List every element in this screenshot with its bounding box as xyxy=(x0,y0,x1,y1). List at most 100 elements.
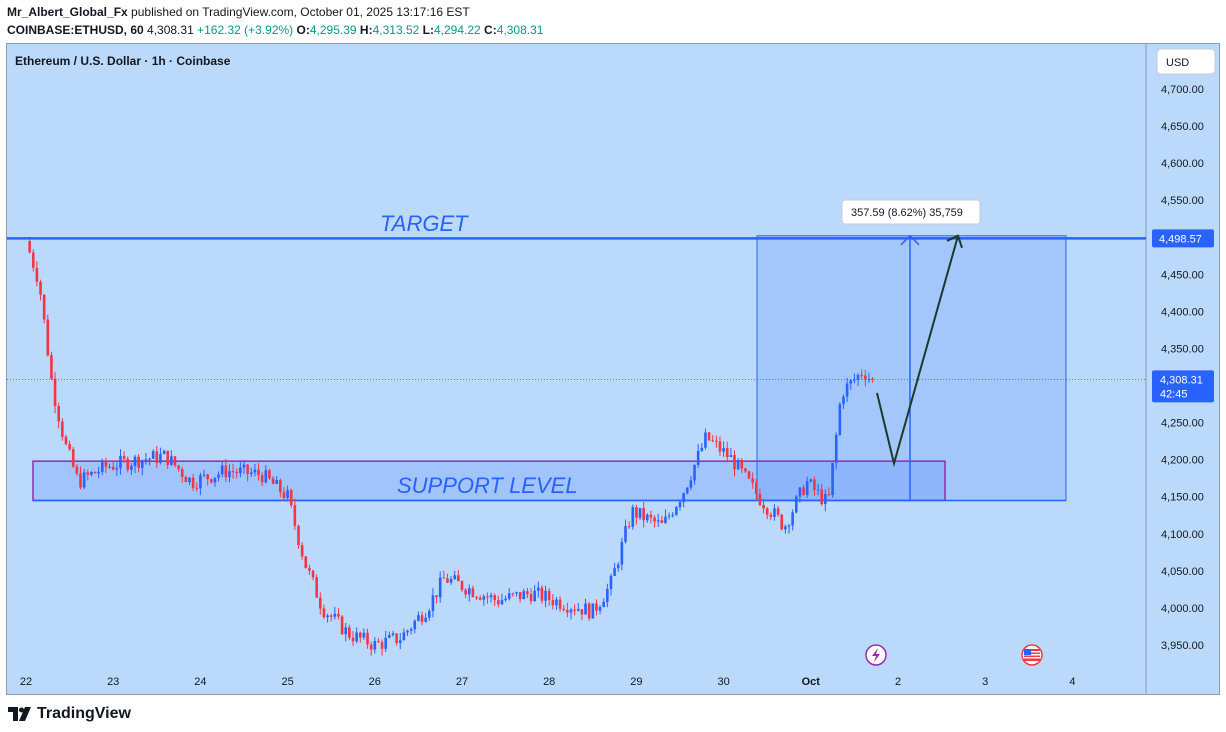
target-label[interactable]: TARGET xyxy=(380,211,469,236)
lightning-event-icon[interactable] xyxy=(865,644,887,666)
x-tick-label: 30 xyxy=(717,676,729,688)
candle-body xyxy=(337,613,340,617)
candle-body xyxy=(689,480,693,488)
candle-body xyxy=(798,487,802,497)
candle-body xyxy=(489,595,493,598)
candle-body xyxy=(333,613,337,617)
x-tick-label: 24 xyxy=(194,676,206,688)
candle-body xyxy=(849,380,853,384)
candle-body xyxy=(809,479,813,482)
candle-body xyxy=(64,436,68,445)
candle-body xyxy=(111,466,115,470)
candle-body xyxy=(609,575,613,589)
candle-body xyxy=(740,460,744,469)
candle-body xyxy=(540,587,544,601)
candle-body xyxy=(122,456,126,459)
candle-body xyxy=(573,609,576,611)
tradingview-logo[interactable]: TradingView xyxy=(8,705,131,723)
projection-path[interactable] xyxy=(876,235,959,468)
candle-body xyxy=(140,460,144,468)
candle-body xyxy=(649,514,653,518)
candle-body xyxy=(126,458,130,470)
candle-body xyxy=(518,592,522,600)
candle-body xyxy=(773,508,776,517)
candle-body xyxy=(195,487,199,489)
candle-body xyxy=(308,568,311,571)
chart-frame[interactable] xyxy=(6,43,1220,695)
current-price-badge[interactable]: 4,308.31 42:45 xyxy=(1152,370,1214,403)
y-tick-label: 4,050.00 xyxy=(1161,566,1204,578)
projection-arrow-head xyxy=(946,234,963,249)
y-tick-label: 3,950.00 xyxy=(1161,640,1204,652)
candle-body xyxy=(151,451,155,459)
candle-body xyxy=(715,440,718,442)
usd-button[interactable]: USD xyxy=(1156,48,1216,75)
candle-body xyxy=(504,598,507,601)
projection-box[interactable] xyxy=(756,235,1067,501)
support-label[interactable]: SUPPORT LEVEL xyxy=(397,473,578,498)
open-label: O: xyxy=(296,23,310,37)
candle-body xyxy=(282,492,286,499)
candle-body xyxy=(838,404,842,435)
usd-button-label[interactable]: USD xyxy=(1166,57,1189,69)
candle-body xyxy=(729,455,733,458)
candle-body xyxy=(235,472,239,474)
candle-body xyxy=(805,481,809,495)
candle-body xyxy=(220,465,224,475)
candle-body xyxy=(75,466,79,474)
time-axis[interactable]: 22 23 24 25 26 27 28 29 30 Oct 2 3 4 xyxy=(20,676,1076,688)
candle-body xyxy=(453,575,457,579)
last-price: 4,308.31 xyxy=(147,23,194,37)
open-value: 4,295.39 xyxy=(309,23,357,37)
candle-body xyxy=(420,615,424,622)
low-value: 4,294.22 xyxy=(433,23,481,37)
candle-body xyxy=(475,597,478,599)
candle-body xyxy=(271,478,275,484)
candle-body xyxy=(522,591,526,600)
candle-body xyxy=(653,517,656,522)
candle-body xyxy=(322,608,326,618)
candle-body xyxy=(202,474,206,476)
candle-body xyxy=(275,479,278,484)
candle-body xyxy=(842,396,845,405)
candle-body xyxy=(816,489,820,491)
chart-title: Ethereum / U.S. Dollar · 1h · Coinbase xyxy=(15,54,231,68)
candle-body xyxy=(68,444,71,450)
candle-body xyxy=(380,642,384,649)
candle-body xyxy=(624,526,627,542)
candle-body xyxy=(300,545,304,557)
candle-body xyxy=(402,632,406,641)
author-name[interactable]: Mr_Albert_Global_Fx xyxy=(7,5,128,19)
candle-body xyxy=(97,471,100,474)
candle-body xyxy=(802,487,805,495)
candle-body xyxy=(482,596,486,600)
candle-body xyxy=(834,434,838,463)
candle-body xyxy=(820,489,823,505)
candle-body xyxy=(344,627,348,635)
price-axis[interactable]: 4,700.004,650.004,600.004,550.004,500.00… xyxy=(1152,84,1214,652)
candle-body xyxy=(199,475,202,489)
candle-body xyxy=(224,465,228,478)
measure-rect[interactable] xyxy=(756,235,1067,501)
us-flag-event-icon[interactable] xyxy=(1021,644,1043,666)
candle-body xyxy=(257,469,260,476)
candle-body xyxy=(326,615,329,618)
high-value: 4,313.52 xyxy=(372,23,420,37)
candle-body xyxy=(707,432,711,441)
drawing-lines[interactable] xyxy=(7,234,1146,501)
candle-body xyxy=(46,319,50,356)
candle-body xyxy=(213,477,217,483)
candle-body xyxy=(646,514,649,521)
candle-body xyxy=(130,466,133,470)
candle-body xyxy=(656,520,660,522)
target-price-badge[interactable]: 4,498.57 xyxy=(1152,229,1214,248)
current-badge-bg xyxy=(1152,370,1214,403)
low-label: L: xyxy=(422,23,434,37)
candle-body xyxy=(406,630,409,633)
price-change: +162.32 (+3.92%) xyxy=(197,23,294,37)
candle-body xyxy=(144,459,148,461)
candle-body xyxy=(435,595,438,598)
candle-body xyxy=(580,609,584,615)
candle-body xyxy=(526,591,529,595)
